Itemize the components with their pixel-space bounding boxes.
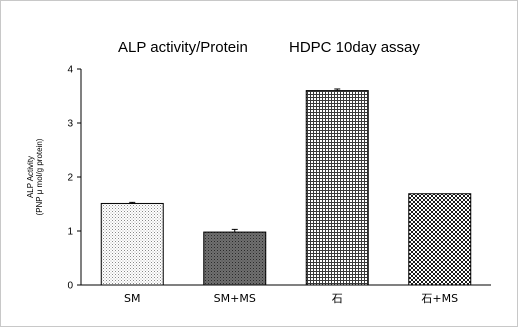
x-tick-label: 石+MS xyxy=(421,292,458,305)
x-tick-label: 石 xyxy=(332,292,343,305)
y-tick-label: 3 xyxy=(67,119,73,130)
bar xyxy=(408,193,472,286)
y-tick-label: 2 xyxy=(67,173,73,184)
bar xyxy=(100,202,164,286)
y-tick-label: 4 xyxy=(67,65,73,76)
y-axis-label: ALP Activity (PNP μ mol/g protein) xyxy=(26,138,44,215)
y-tick-label: 0 xyxy=(67,281,73,292)
bar xyxy=(203,231,267,286)
y-axis-label-line2: (PNP μ mol/g protein) xyxy=(35,138,44,215)
x-tick-label: SM xyxy=(124,292,140,305)
chart-title: ALP activity/Protein xyxy=(118,39,248,56)
plot-area: 0 1 2 3 4 SM SM+MS 石 石+MS xyxy=(67,65,491,305)
y-axis-label-line1: ALP Activity xyxy=(26,156,35,198)
y-tick-label: 1 xyxy=(67,227,73,238)
x-tick-label: SM+MS xyxy=(214,292,256,305)
bar xyxy=(305,90,369,286)
chart-subtitle: HDPC 10day assay xyxy=(289,39,420,56)
